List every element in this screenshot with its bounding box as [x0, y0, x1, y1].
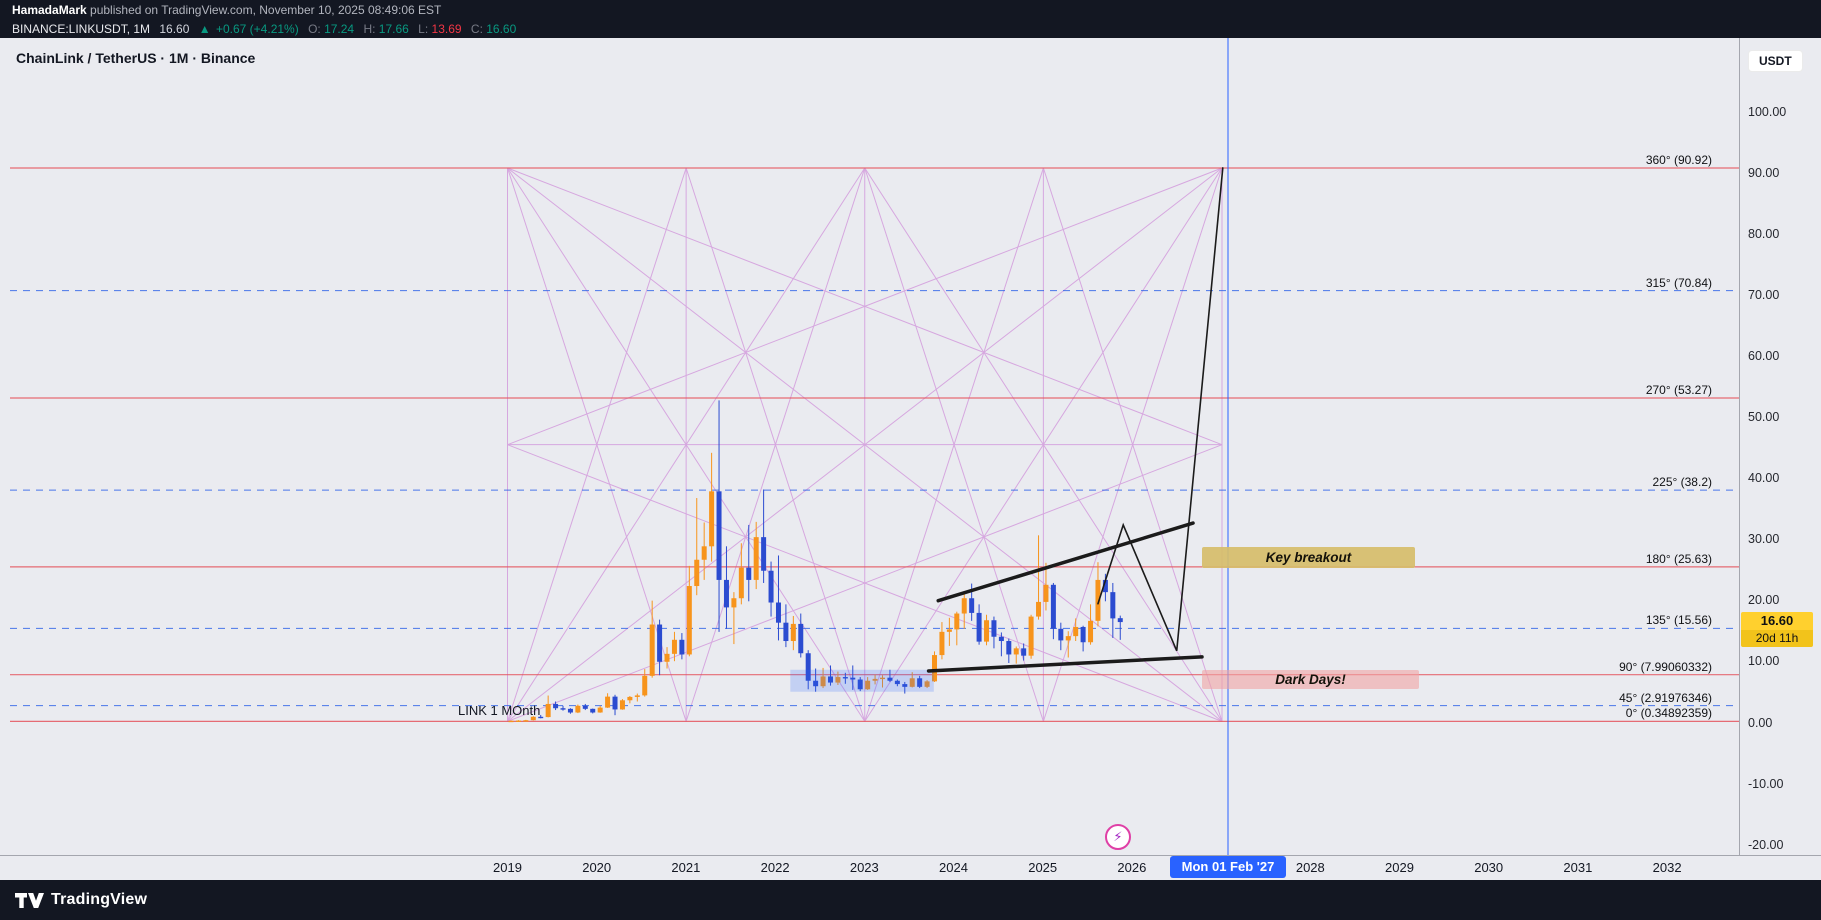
price-axis[interactable]	[1739, 38, 1821, 855]
dark-days-annotation[interactable]: Dark Days!	[1202, 670, 1419, 689]
accumulation-highlight-region	[790, 669, 934, 692]
tradingview-wordmark[interactable]: TradingView	[51, 891, 148, 908]
key-breakout-annotation[interactable]: Key breakout	[1202, 547, 1415, 568]
trendlines	[926, 167, 1224, 673]
change-arrow-icon: ▲	[198, 22, 211, 36]
gann-level-label: 45° (2.91976346)	[1619, 690, 1712, 705]
symbol-name: BINANCE:LINKUSDT, 1M	[12, 22, 151, 36]
gann-level-lines	[10, 167, 1739, 722]
crosshair-date-label: Mon 01 Feb '27	[1170, 856, 1286, 878]
gann-level-label: 135° (15.56)	[1645, 613, 1712, 628]
tradingview-logo-icon[interactable]	[14, 892, 44, 909]
open-label: O:	[308, 22, 321, 36]
gann-level-label: 90° (7.99060332)	[1619, 659, 1712, 674]
gann-level-label: 360° (90.92)	[1645, 152, 1712, 167]
gann-level-label: 225° (38.2)	[1652, 475, 1712, 490]
currency-toggle-button[interactable]: USDT	[1748, 50, 1803, 72]
gann-level-label: 270° (53.27)	[1645, 383, 1712, 398]
bar-close-countdown: 20d 11h	[1741, 630, 1813, 647]
gann-level-label: 180° (25.63)	[1645, 551, 1712, 566]
publish-info-bar: HamadaMark published on TradingView.com,…	[0, 0, 1821, 21]
last-price-axis-label: 16.60 20d 11h	[1741, 612, 1813, 647]
high-label: H:	[363, 22, 376, 36]
candlestick-series	[508, 400, 1123, 723]
last-price-value: 16.60	[1741, 612, 1813, 630]
chart-title: ChainLink / TetherUS · 1M · Binance	[16, 50, 256, 66]
low-value: 13.69	[431, 22, 462, 36]
gann-level-label: 0° (0.34892359)	[1625, 706, 1712, 721]
publish-info-text: published on TradingView.com, November 1…	[86, 3, 442, 17]
symbol-info-bar: BINANCE:LINKUSDT, 1M 16.60 ▲ +0.67 (+4.2…	[0, 21, 1821, 38]
open-value: 17.24	[324, 22, 355, 36]
low-label: L:	[418, 22, 429, 36]
footer-bar: TradingView	[0, 880, 1821, 920]
last-price: 16.60	[159, 22, 190, 36]
time-axis[interactable]	[0, 855, 1821, 881]
close-label: C:	[470, 22, 483, 36]
reaction-lightning-icon[interactable]: ⚡	[1105, 824, 1131, 850]
gann-box-lines	[507, 167, 1223, 722]
high-value: 17.66	[378, 22, 409, 36]
price-change: +0.67 (+4.21%)	[215, 22, 299, 36]
gann-level-label: 315° (70.84)	[1645, 275, 1712, 290]
link-1-month-annotation[interactable]: LINK 1 MOnth	[458, 703, 541, 718]
close-value: 16.60	[486, 22, 517, 36]
publisher-name: HamadaMark	[12, 3, 87, 17]
